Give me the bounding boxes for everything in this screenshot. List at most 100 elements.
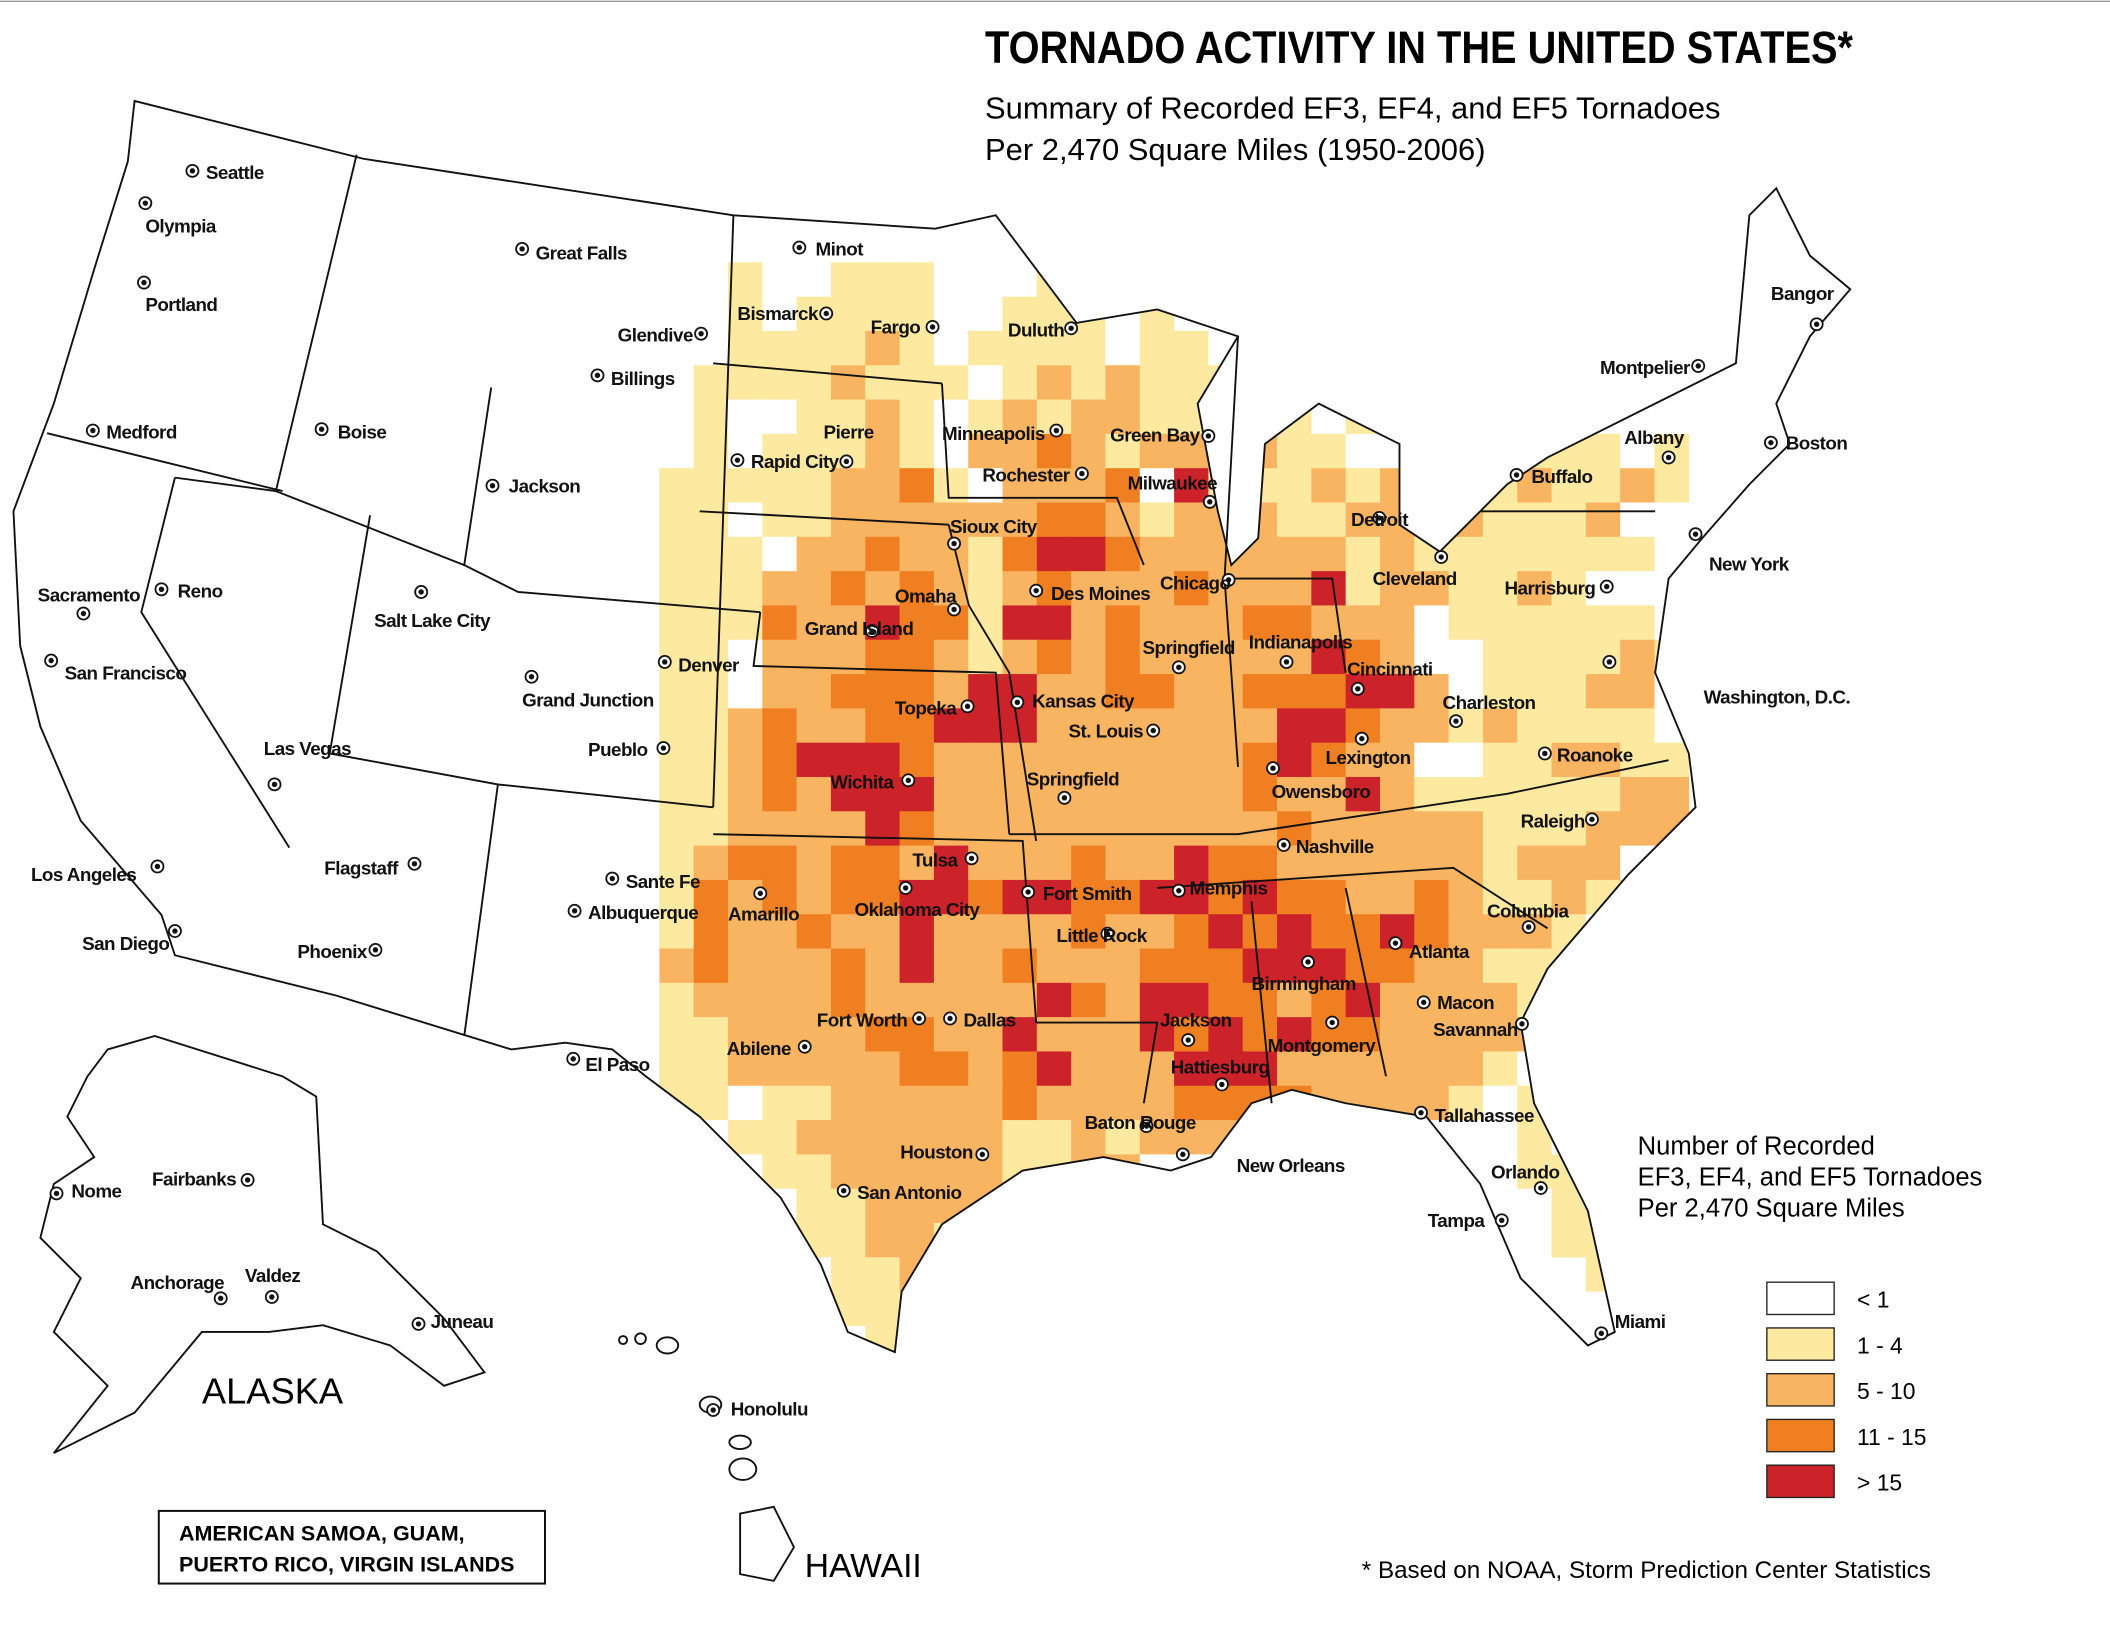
grid-cell <box>865 776 900 812</box>
grid-cell <box>1654 1222 1690 1258</box>
grid-cell <box>1379 708 1415 744</box>
grid-cell <box>1174 605 1209 641</box>
grid-cell <box>1414 1291 1450 1327</box>
grid-cell <box>1620 1222 1655 1258</box>
grid-cell <box>1345 1154 1381 1190</box>
grid-cell <box>1139 776 1175 812</box>
grid-cell <box>1002 1017 1038 1052</box>
grid-cell <box>1036 330 1072 366</box>
grid-cell <box>1551 1188 1587 1224</box>
grid-cell <box>1551 1222 1587 1258</box>
legend-label: 1 - 4 <box>1857 1332 1903 1358</box>
grid-cell <box>1208 674 1244 709</box>
grid-cell <box>1174 742 1209 778</box>
city-dot-center <box>1281 842 1287 848</box>
grid-cell <box>865 1017 900 1052</box>
grid-cell <box>1448 811 1484 847</box>
grid-cell <box>1620 742 1655 778</box>
grid-cell <box>865 571 900 606</box>
grid-cell <box>1482 571 1518 606</box>
grid-cell <box>1517 330 1552 366</box>
grid-cell <box>1654 502 1690 538</box>
grid-cell <box>1379 639 1415 675</box>
grid-cell <box>1036 1222 1072 1258</box>
grid-cell <box>762 1085 798 1121</box>
grid-cell <box>728 1325 763 1353</box>
grid-cell <box>1585 502 1621 538</box>
grid-cell <box>1208 365 1244 400</box>
grid-cell <box>659 982 695 1018</box>
city-dot-center <box>1692 531 1699 537</box>
grid-cell <box>1311 845 1347 881</box>
grid-cell <box>933 399 969 435</box>
city-dot-center <box>757 890 763 897</box>
grid-cell <box>1517 982 1552 1018</box>
grid-cell <box>693 571 729 606</box>
grid-cell <box>1517 811 1552 847</box>
city-label: Green Bay <box>1110 424 1200 445</box>
grid-cell <box>1071 433 1106 469</box>
grid-cell <box>1002 605 1038 641</box>
grid-cell <box>796 399 832 435</box>
grid-cell <box>659 914 695 949</box>
grid-cell <box>1551 1051 1587 1087</box>
grid-cell <box>1242 776 1278 812</box>
grid-cell <box>1174 571 1209 606</box>
grid-cell <box>762 948 798 984</box>
city-dot-center <box>411 861 418 867</box>
grid-cell <box>728 468 763 503</box>
grid-cell <box>1174 536 1209 572</box>
grid-cell <box>933 1120 969 1155</box>
city-dot-center <box>1150 727 1156 734</box>
city-label: Fargo <box>871 317 921 338</box>
grid-cell <box>933 1291 969 1327</box>
grid-cell <box>796 1257 832 1293</box>
grid-cell <box>899 468 935 503</box>
grid-cell <box>830 1222 866 1258</box>
grid-cell <box>933 948 969 984</box>
grid-cell <box>659 948 695 984</box>
grid-cell <box>1105 1257 1141 1293</box>
grid-cell <box>1208 1325 1244 1353</box>
grid-cell <box>728 1154 763 1190</box>
grid-cell <box>659 879 695 915</box>
grid-cell <box>1174 1188 1209 1224</box>
grid-cell <box>933 571 969 606</box>
city-label: San Francisco <box>65 662 187 683</box>
grid-cell <box>865 433 900 469</box>
grid-cell <box>1448 536 1484 572</box>
grid-cell <box>1208 1017 1244 1052</box>
grid-cell <box>693 605 729 641</box>
grid-cell <box>899 708 935 744</box>
grid-cell <box>1036 879 1072 915</box>
grid-cell <box>1139 1222 1175 1258</box>
grid-cell <box>1482 1257 1518 1293</box>
city-label: Atlanta <box>1409 941 1470 962</box>
grid-cell <box>1448 296 1484 332</box>
grid-cell <box>1517 1188 1552 1224</box>
city-dot-center <box>802 1044 808 1050</box>
legend-swatch <box>1766 1464 1835 1499</box>
grid-cell <box>899 571 935 606</box>
grid-cell <box>1414 1051 1450 1087</box>
grid-cell <box>1585 605 1621 641</box>
grid-cell <box>1620 571 1655 606</box>
grid-cell <box>1139 262 1175 298</box>
grid-cell <box>1139 605 1175 641</box>
grid-cell <box>1551 433 1587 469</box>
grid-cell <box>1345 468 1381 503</box>
city-label: Des Moines <box>1051 583 1150 604</box>
grid-cell <box>1311 639 1347 675</box>
grid-cell <box>1654 982 1690 1018</box>
grid-cell <box>1071 1222 1106 1258</box>
grid-cell <box>1242 674 1278 709</box>
grid-cell <box>830 1017 866 1052</box>
grid-cell <box>1311 811 1347 847</box>
grid-cell <box>1242 1188 1278 1224</box>
grid-cell <box>1585 1017 1621 1052</box>
grid-cell <box>693 1120 729 1155</box>
grid-cell <box>899 948 935 984</box>
city-label: Glendive <box>618 325 693 346</box>
grid-cell <box>1002 330 1038 366</box>
grid-cell <box>1482 296 1518 332</box>
